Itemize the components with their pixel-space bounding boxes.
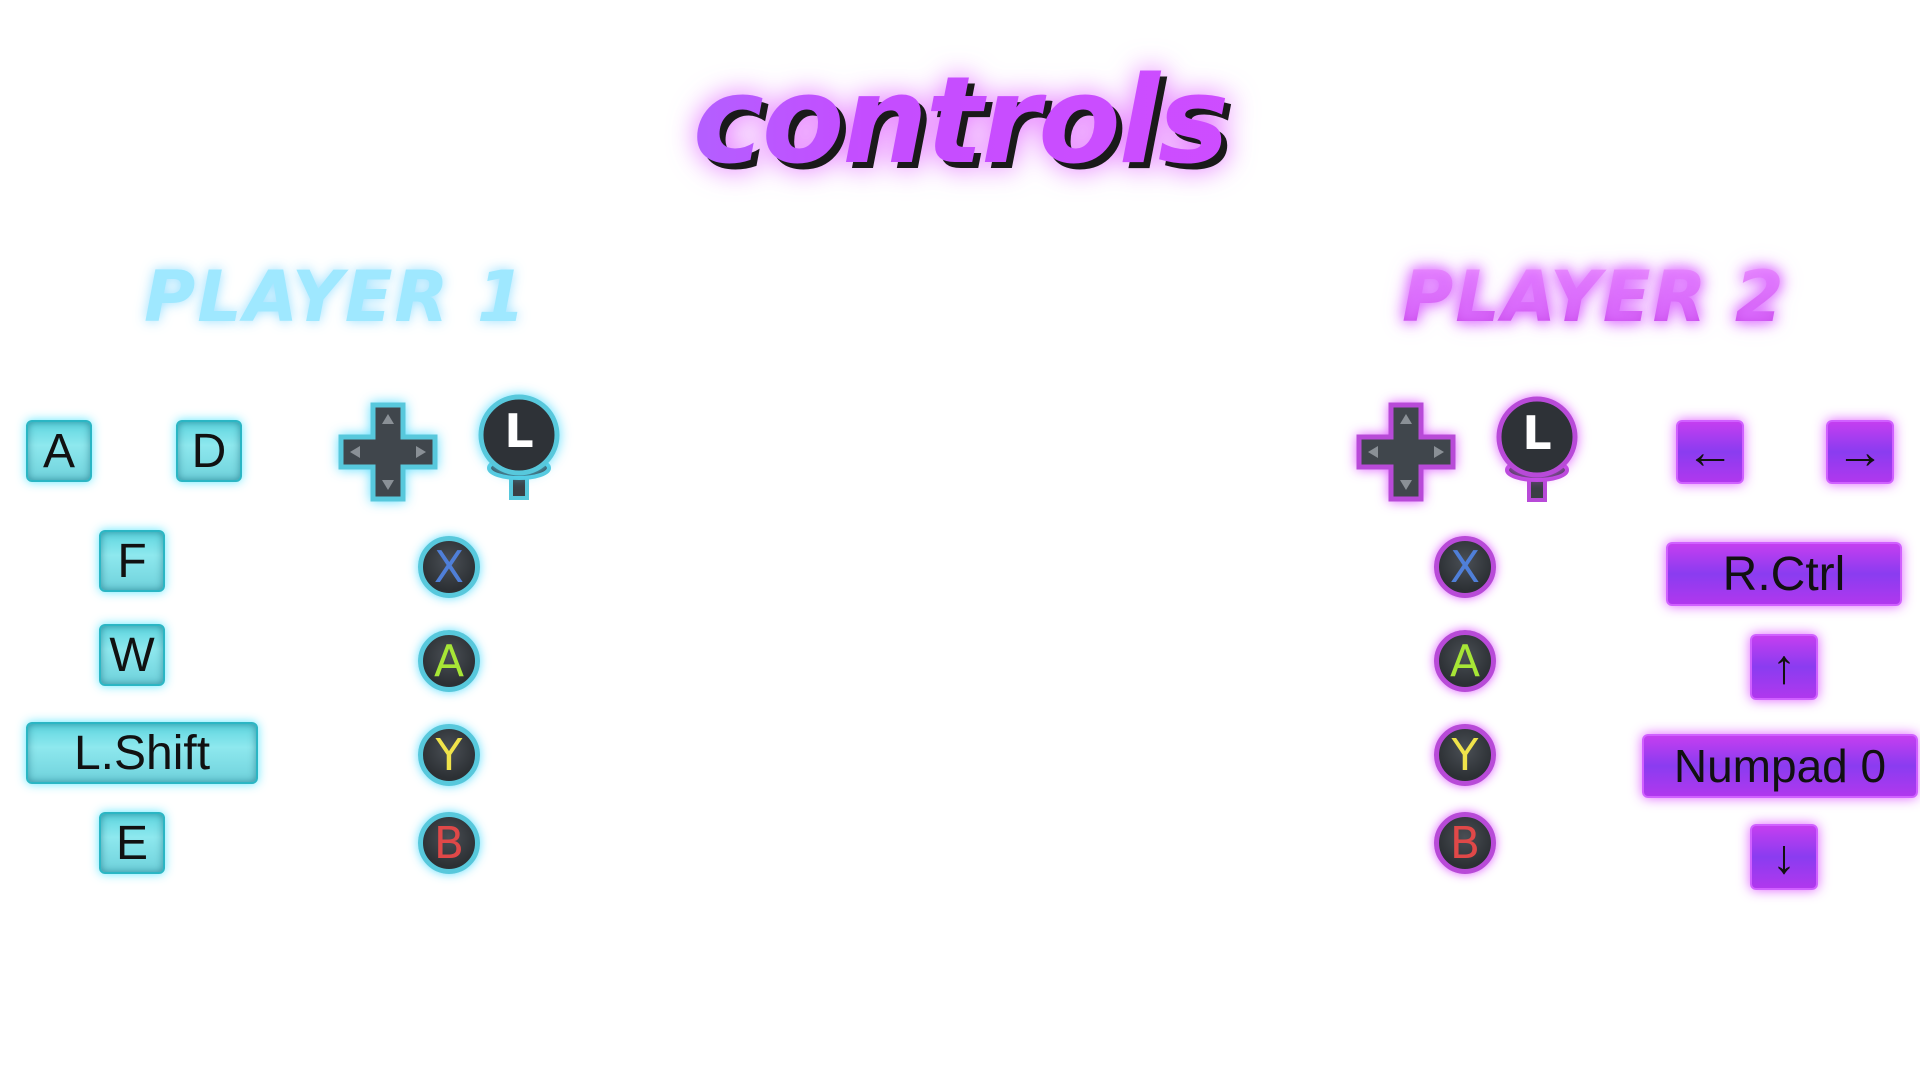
p2-stick-label: L bbox=[1522, 406, 1552, 460]
p1-key-action4: E bbox=[99, 812, 165, 874]
p2-button-a: A bbox=[1434, 630, 1496, 692]
p2-key-action2: ↑ bbox=[1750, 634, 1818, 700]
p2-button-b: B bbox=[1434, 812, 1496, 874]
p2-key-left: ← bbox=[1676, 420, 1744, 484]
player2-title: PLAYER 2 bbox=[1402, 256, 1786, 338]
page-title: controls bbox=[0, 62, 1920, 182]
p2-button-x: X bbox=[1434, 536, 1496, 598]
p2-key-action1: R.Ctrl bbox=[1666, 542, 1902, 606]
p2-left-stick-icon: L bbox=[1492, 396, 1582, 508]
p1-dpad-icon bbox=[338, 402, 438, 502]
p1-key-action1: F bbox=[99, 530, 165, 592]
p1-stick-label: L bbox=[504, 404, 534, 458]
p1-key-action3: L.Shift bbox=[26, 722, 258, 784]
p2-key-action3: Numpad 0 bbox=[1642, 734, 1918, 798]
p1-button-a: A bbox=[418, 630, 480, 692]
p1-button-x: X bbox=[418, 536, 480, 598]
player1-title: PLAYER 1 bbox=[144, 256, 528, 338]
p1-key-right: D bbox=[176, 420, 242, 482]
p1-key-action2: W bbox=[99, 624, 165, 686]
p2-key-action4: ↓ bbox=[1750, 824, 1818, 890]
p1-key-left: A bbox=[26, 420, 92, 482]
p1-left-stick-icon: L bbox=[474, 394, 564, 506]
p2-key-right: → bbox=[1826, 420, 1894, 484]
p2-dpad-icon bbox=[1356, 402, 1456, 502]
p1-button-b: B bbox=[418, 812, 480, 874]
p2-button-y: Y bbox=[1434, 724, 1496, 786]
p1-button-y: Y bbox=[418, 724, 480, 786]
